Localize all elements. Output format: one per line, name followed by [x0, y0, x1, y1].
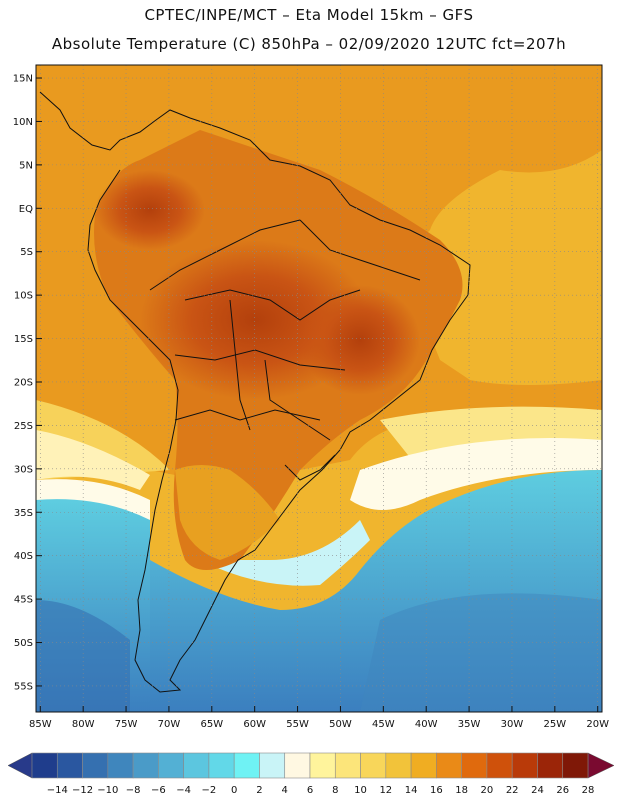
colorbar-label: 26 — [556, 785, 569, 796]
colorbar-label: −2 — [202, 785, 217, 796]
colorbar-swatch — [107, 752, 134, 779]
colorbar: −14 −12 −10 −8 −6 −4 −2 0 2 4 6 8 10 12 14 16 18 20 22 24 26… — [7, 752, 615, 796]
colorbar-label: 20 — [481, 785, 494, 796]
lat-label: 10S — [14, 291, 33, 302]
colorbar-swatch — [132, 752, 159, 779]
lon-label: 40W — [415, 719, 438, 730]
colorbar-swatch — [56, 752, 83, 779]
colorbar-swatch — [82, 752, 109, 779]
lat-label: 35S — [14, 508, 33, 519]
colorbar-label: −12 — [72, 785, 93, 796]
lat-label: 20S — [14, 377, 33, 388]
colorbar-swatch — [486, 752, 513, 779]
lat-label: 15S — [14, 334, 33, 345]
colorbar-label: −10 — [97, 785, 118, 796]
lon-label: 35W — [458, 719, 481, 730]
lat-label: 25S — [14, 421, 33, 432]
lon-label: 30W — [501, 719, 524, 730]
lat-label: 40S — [14, 551, 33, 562]
colorbar-label: 14 — [405, 785, 418, 796]
colorbar-swatch — [183, 752, 210, 779]
colorbar-swatch — [309, 752, 336, 779]
lon-label: 75W — [115, 719, 138, 730]
colorbar-swatch — [208, 752, 235, 779]
colorbar-label: 18 — [455, 785, 468, 796]
colorbar-swatch — [158, 752, 184, 779]
colorbar-label: 4 — [282, 785, 288, 796]
lon-label: 85W — [29, 719, 52, 730]
colorbar-swatch — [410, 752, 437, 779]
lon-label: 50W — [329, 719, 352, 730]
longitude-axis: 85W 80W 75W 70W 65W 60W 55W 50W 45W 40W 35W 30W 25W 2… — [29, 706, 609, 730]
colorbar-swatch — [436, 752, 462, 779]
colorbar-swatch — [284, 752, 311, 779]
lon-label: 65W — [200, 719, 223, 730]
colorbar-swatch — [511, 752, 538, 779]
lat-label: 55S — [14, 681, 33, 692]
colorbar-label: 0 — [231, 785, 237, 796]
colorbar-swatch — [360, 752, 387, 779]
lat-label: EQ — [19, 204, 33, 215]
map-title-line-1: CPTEC/INPE/MCT – Eta Model 15km – GFS — [144, 6, 474, 24]
lat-label: 45S — [14, 595, 33, 606]
colorbar-label: −14 — [47, 785, 68, 796]
temperature-field — [36, 65, 602, 712]
lon-label: 70W — [158, 719, 181, 730]
lon-label: 60W — [243, 719, 266, 730]
colorbar-label: 2 — [256, 785, 262, 796]
map-title-line-2: Absolute Temperature (C) 850hPa – 02/09/… — [51, 35, 567, 53]
colorbar-swatch — [334, 752, 361, 779]
colorbar-swatch — [385, 752, 412, 779]
colorbar-label: −6 — [151, 785, 166, 796]
latitude-axis: 15N 10N 5N EQ 5S 10S 15S 20S 25S 30S 35S 40S 45S 50S 5… — [13, 74, 42, 692]
lon-label: 80W — [72, 719, 95, 730]
colorbar-label: −4 — [176, 785, 191, 796]
colorbar-label: −8 — [126, 785, 141, 796]
lat-label: 5S — [20, 247, 33, 258]
colorbar-label: 6 — [307, 785, 313, 796]
colorbar-swatch — [233, 752, 260, 779]
lon-label: 45W — [372, 719, 395, 730]
lon-label: 20W — [586, 719, 609, 730]
lon-label: 55W — [286, 719, 309, 730]
lat-label: 15N — [13, 74, 33, 85]
colorbar-swatch — [31, 752, 58, 779]
lat-label: 30S — [14, 464, 33, 475]
coastlines — [39, 91, 471, 693]
colorbar-label: 24 — [531, 785, 544, 796]
lat-label: 5N — [19, 160, 33, 171]
colorbar-label: 10 — [354, 785, 367, 796]
colorbar-label: 16 — [430, 785, 443, 796]
colorbar-label: 22 — [506, 785, 519, 796]
colorbar-swatch — [537, 752, 564, 779]
colorbar-label: 12 — [379, 785, 392, 796]
lat-label: 50S — [14, 638, 33, 649]
colorbar-under-triangle — [7, 752, 33, 779]
lat-label: 10N — [13, 117, 33, 128]
map-frame — [35, 64, 603, 713]
colorbar-swatch — [562, 752, 589, 779]
colorbar-swatch — [259, 752, 286, 779]
colorbar-label: 8 — [332, 785, 338, 796]
colorbar-label: 28 — [582, 785, 595, 796]
colorbar-swatch — [461, 752, 488, 779]
colorbar-over-triangle — [587, 752, 615, 779]
lon-label: 25W — [544, 719, 567, 730]
